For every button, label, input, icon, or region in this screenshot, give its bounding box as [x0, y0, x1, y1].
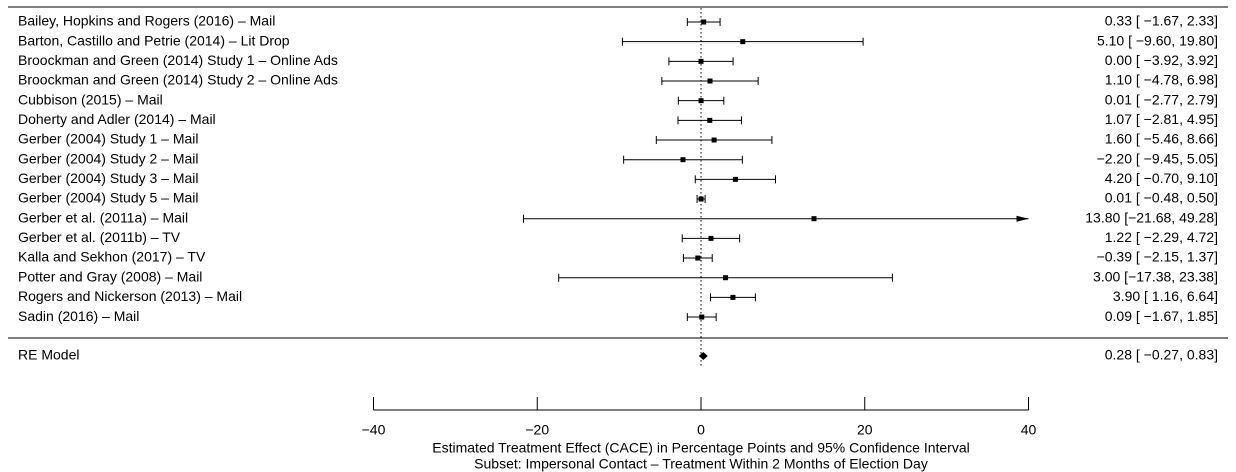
point-estimate [698, 98, 704, 104]
point-estimate [707, 117, 713, 123]
study-label: Gerber et al. (2011a) – Mail [18, 209, 188, 225]
estimate-label: 1.60 [ −5.46, 8.66] [1105, 131, 1218, 147]
estimate-label: 0.09 [ −1.67, 1.85] [1105, 308, 1218, 324]
estimate-label: 1.10 [ −4.78, 6.98] [1105, 72, 1218, 88]
study-label: Potter and Gray (2008) – Mail [18, 268, 202, 284]
study-label: Doherty and Adler (2014) – Mail [18, 111, 216, 127]
point-estimate [723, 275, 729, 281]
study-label: Bailey, Hopkins and Rogers (2016) – Mail [18, 13, 275, 29]
summary-diamond [698, 352, 708, 360]
point-estimate [732, 176, 738, 182]
study-label: Broockman and Green (2014) Study 2 – Onl… [18, 72, 338, 88]
point-estimate [707, 78, 713, 84]
estimate-label: 0.33 [ −1.67, 2.33] [1105, 13, 1218, 29]
study-label: Gerber (2004) Study 2 – Mail [18, 150, 199, 166]
point-estimate [680, 157, 686, 163]
study-label: Cubbison (2015) – Mail [18, 91, 163, 107]
study-label: Gerber (2004) Study 3 – Mail [18, 170, 199, 186]
estimate-label: −2.20 [ −9.45, 5.05] [1097, 150, 1218, 166]
point-estimate [699, 314, 705, 320]
point-estimate [730, 294, 736, 300]
point-estimate [708, 235, 714, 241]
estimate-label: 0.01 [ −2.77, 2.79] [1105, 91, 1218, 107]
study-label: Barton, Castillo and Petrie (2014) – Lit… [18, 32, 290, 48]
summary-estimate-label: 0.28 [ −0.27, 0.83] [1105, 347, 1218, 363]
x-tick-label: 20 [857, 422, 873, 438]
point-estimate [711, 137, 717, 143]
study-label: Broockman and Green (2014) Study 1 – Onl… [18, 52, 338, 68]
estimate-label: 0.00 [ −3.92, 3.92] [1105, 52, 1218, 68]
study-label: Sadin (2016) – Mail [18, 308, 139, 324]
study-label: Rogers and Nickerson (2013) – Mail [18, 288, 242, 304]
estimate-label: 3.00 [−17.38, 23.38] [1093, 268, 1218, 284]
ci-arrow [1016, 215, 1029, 222]
x-tick-label: 40 [1021, 422, 1037, 438]
study-label: Gerber et al. (2011b) – TV [18, 229, 181, 245]
estimate-label: 4.20 [ −0.70, 9.10] [1105, 170, 1218, 186]
estimate-label: 1.07 [ −2.81, 4.95] [1105, 111, 1218, 127]
estimate-label: 13.80 [−21.68, 49.28] [1085, 209, 1218, 225]
study-label: Gerber (2004) Study 5 – Mail [18, 190, 199, 206]
estimate-label: 1.22 [ −2.29, 4.72] [1105, 229, 1218, 245]
x-axis-label: Estimated Treatment Effect (CACE) in Per… [432, 440, 969, 456]
point-estimate [701, 19, 707, 25]
x-tick-label: 0 [697, 422, 705, 438]
estimate-label: −0.39 [ −2.15, 1.37] [1097, 249, 1218, 265]
study-label: Kalla and Sekhon (2017) – TV [18, 249, 206, 265]
point-estimate [698, 196, 704, 202]
estimate-label: 5.10 [ −9.60, 19.80] [1097, 32, 1218, 48]
summary-label: RE Model [18, 347, 79, 363]
point-estimate [695, 255, 701, 261]
study-label: Gerber (2004) Study 1 – Mail [18, 131, 199, 147]
point-estimate [698, 58, 704, 64]
point-estimate [740, 39, 746, 45]
subtitle: Subset: Impersonal Contact – Treatment W… [474, 456, 928, 472]
estimate-label: 0.01 [ −0.48, 0.50] [1105, 190, 1218, 206]
point-estimate [811, 216, 817, 222]
x-tick-label: −40 [362, 422, 386, 438]
estimate-label: 3.90 [ 1.16, 6.64] [1113, 288, 1218, 304]
x-tick-label: −20 [525, 422, 549, 438]
